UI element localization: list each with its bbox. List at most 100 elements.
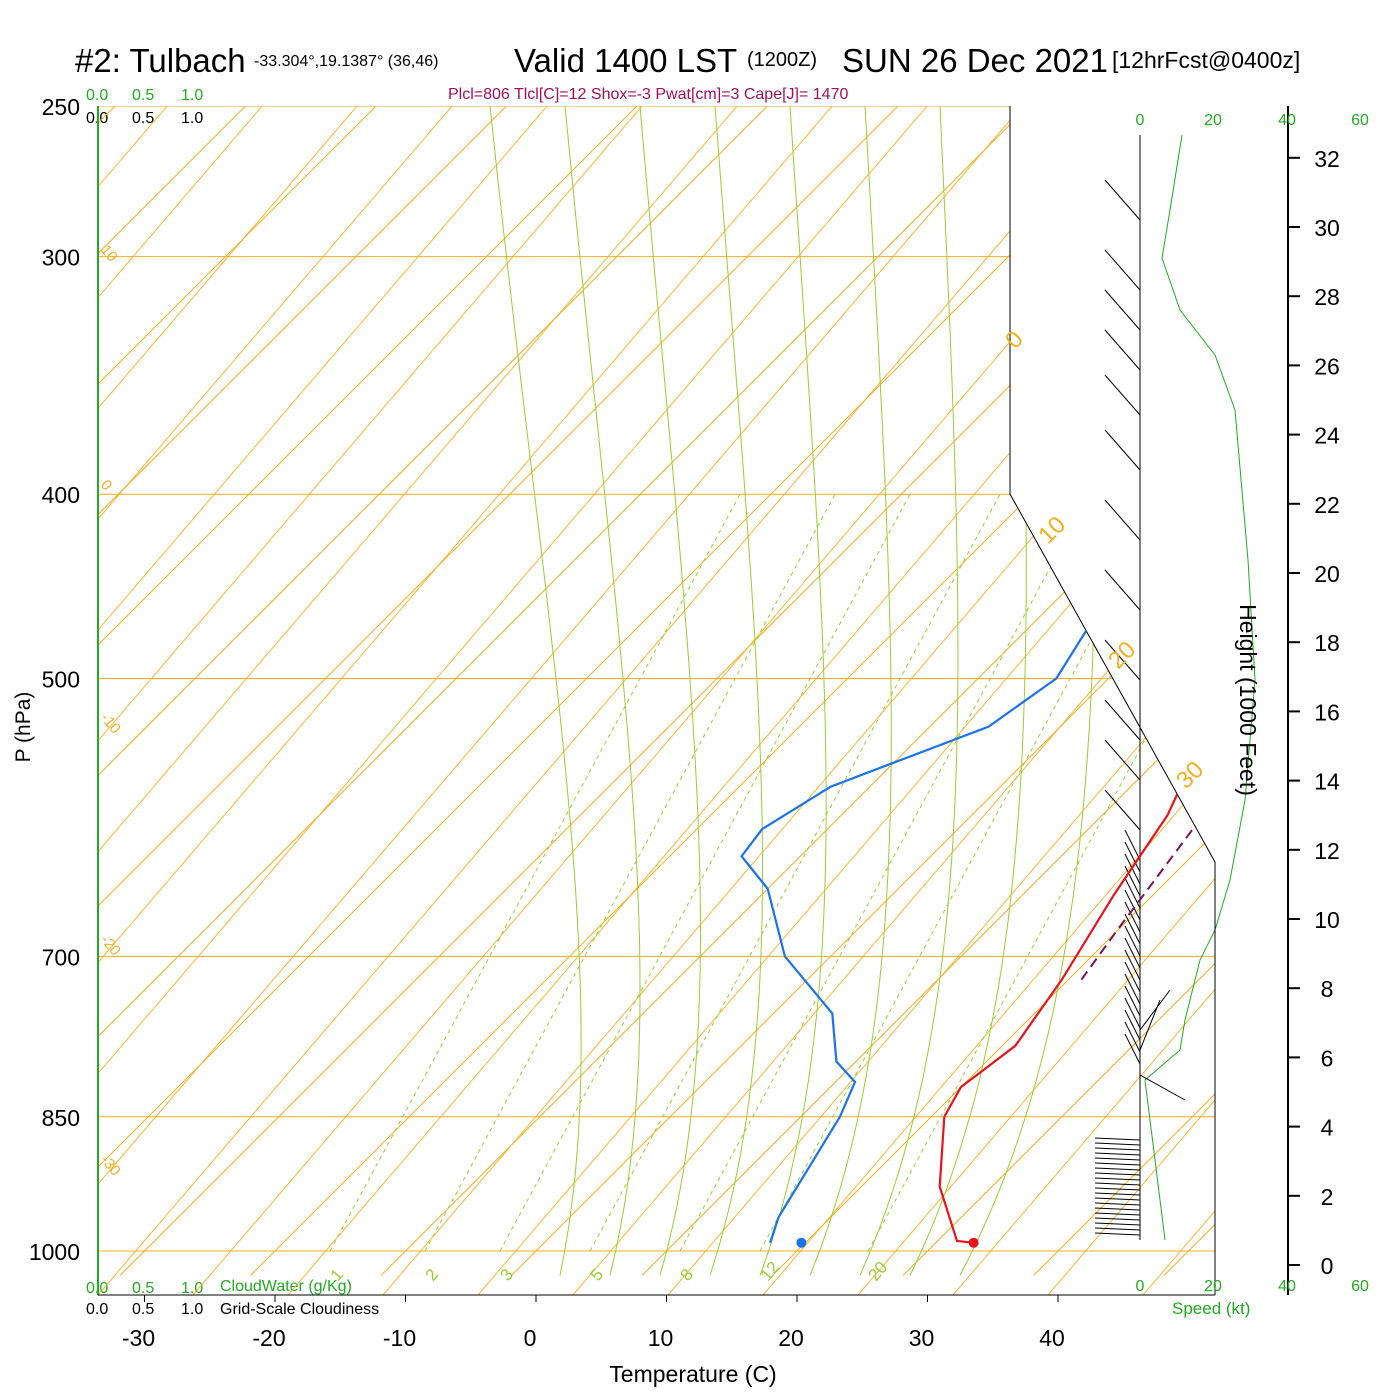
height-tick-label: 24 (1314, 423, 1340, 449)
isotherm-line (902, 106, 1215, 1276)
dry-adiabat-line (98, 106, 1109, 1295)
pressure-tick-label: 700 (42, 944, 80, 970)
wind-barb (1104, 639, 1141, 681)
dry-adiabat-line (667, 106, 1215, 1295)
isotherm-label: 20 (1103, 636, 1141, 674)
wind-barb (1094, 1197, 1141, 1201)
wind-barb (1104, 789, 1141, 831)
axis-labels: 1 2 3 5 8 12 20100-10-20-300102030250300400500… (29, 94, 1369, 1351)
moist-adiabat-line (809, 106, 892, 1276)
isotherm-label: 0 (97, 477, 115, 494)
dry-adiabat-line (382, 106, 1215, 1295)
wind-barb (1124, 865, 1141, 897)
height-tick-label: 0 (1321, 1253, 1334, 1279)
wind-barb (1124, 889, 1141, 921)
dry-adiabat-line (572, 106, 1215, 1295)
station-coords: -33.304°,19.1387° (36,46) (254, 53, 438, 70)
dry-adiabat-line (98, 106, 824, 1295)
height-tick-label: 18 (1314, 630, 1340, 656)
wind-barb (1124, 901, 1141, 933)
wind-barb (1124, 985, 1141, 1017)
mixing-ratio-line (499, 493, 911, 1252)
wind-barb (1094, 1152, 1141, 1156)
dry-adiabat-line (98, 106, 349, 1295)
pressure-tick-label: 300 (42, 245, 80, 271)
dry-adiabat-line (192, 106, 1215, 1295)
isotherm-line (98, 106, 1160, 1276)
wind-barb (1094, 1182, 1141, 1186)
wind-barb (1104, 569, 1141, 611)
mixing-ratio-label: 3 (497, 1265, 518, 1284)
speed-tick-label: 40 (1278, 1278, 1296, 1295)
isotherm-label: -30 (97, 1152, 124, 1180)
isotherm-line (98, 106, 638, 1276)
speed-axis-title: Speed (kt) (1172, 1299, 1250, 1318)
cloudiness-scale-label: 0.0 (86, 1301, 108, 1318)
height-tick-label: 28 (1314, 284, 1340, 310)
y-axis-title: P (hPa) (12, 692, 35, 763)
wind-barb (1124, 1021, 1141, 1053)
speed-tick-label: 60 (1351, 112, 1369, 129)
speed-tick-label: 0 (1136, 1278, 1145, 1295)
cloudiness-scale-label: 0.5 (132, 1301, 154, 1318)
cloudwater-scale-label: 0.5 (132, 87, 154, 104)
moist-adiabat-line (709, 106, 764, 1276)
wind-barb (1139, 989, 1171, 1031)
valid-time: Valid 1400 LST (514, 42, 737, 79)
pressure-tick-label: 250 (42, 94, 80, 120)
wind-speed-profile (1144, 134, 1256, 1241)
wind-barb (1124, 877, 1141, 909)
wind-barb (1104, 739, 1141, 781)
mixing-ratio-line (589, 493, 1001, 1252)
mixing-ratio-line (424, 493, 836, 1252)
isotherm-line (98, 106, 246, 1276)
surface-dewpoint-marker (796, 1237, 807, 1248)
moist-adiabat-line (909, 106, 1027, 1276)
right-frame-line (1009, 106, 1216, 1295)
dry-adiabat-line (287, 106, 1215, 1295)
moist-adiabat-line (489, 106, 582, 1276)
wind-barb (1094, 1157, 1141, 1161)
wind-barb (1094, 1187, 1141, 1191)
wind-barb (1094, 1207, 1141, 1211)
mixing-ratio-label: 2 (422, 1265, 443, 1284)
wind-barb (1104, 179, 1141, 221)
cloud-scale-bottom: 0.0 0.5 1.0 CloudWater (g/Kg) 0.0 0.5 1.… (86, 1278, 379, 1318)
moist-adiabat-line (564, 106, 641, 1276)
wind-barb (1094, 1217, 1141, 1221)
height-axis-title: Height (1000 Feet) (1235, 604, 1261, 796)
temperature-tick-label: 20 (778, 1325, 804, 1351)
height-tick-label: 26 (1314, 353, 1340, 379)
isotherm-line (98, 106, 768, 1276)
temperature-tick-label: 0 (524, 1325, 537, 1351)
dry-adiabat-line (98, 106, 159, 1295)
dry-adiabat-line (98, 106, 729, 1295)
wind-barb (1094, 1172, 1141, 1176)
dry-adiabat-line (1047, 106, 1215, 1295)
dry-adiabat-line (857, 106, 1215, 1295)
mixing-ratio-label: 5 (587, 1265, 608, 1284)
dry-adiabat-line (98, 106, 539, 1295)
speed-tick-label: 0 (1136, 112, 1145, 129)
mixing-ratio-label: 12 (757, 1258, 784, 1285)
isotherm-label: 30 (1171, 756, 1209, 794)
speed-tick-label: 20 (1204, 1278, 1222, 1295)
wind-barb (1124, 961, 1141, 993)
dry-adiabat-line (952, 106, 1215, 1295)
temperature-profile (938, 121, 1215, 1244)
parcel-profile (1080, 122, 1215, 981)
moist-adiabat-line (639, 106, 701, 1276)
indices-text: Plcl=806 Tlcl[C]=12 Shox=-3 Pwat[cm]=3 C… (448, 86, 848, 103)
temperature-tick-label: 40 (1039, 1325, 1065, 1351)
wind-barb (1094, 1167, 1141, 1171)
wind-barb (1139, 1074, 1186, 1101)
wind-barb (1124, 949, 1141, 981)
isotherm-line (119, 106, 1215, 1276)
cloudwater-scale-label: 1.0 (181, 1280, 203, 1297)
wind-barbs (1094, 134, 1256, 1241)
mixing-ratio-line (329, 493, 741, 1252)
wind-barb (1104, 699, 1141, 741)
height-tick-label: 30 (1314, 215, 1340, 241)
wind-barb (1094, 1227, 1141, 1231)
